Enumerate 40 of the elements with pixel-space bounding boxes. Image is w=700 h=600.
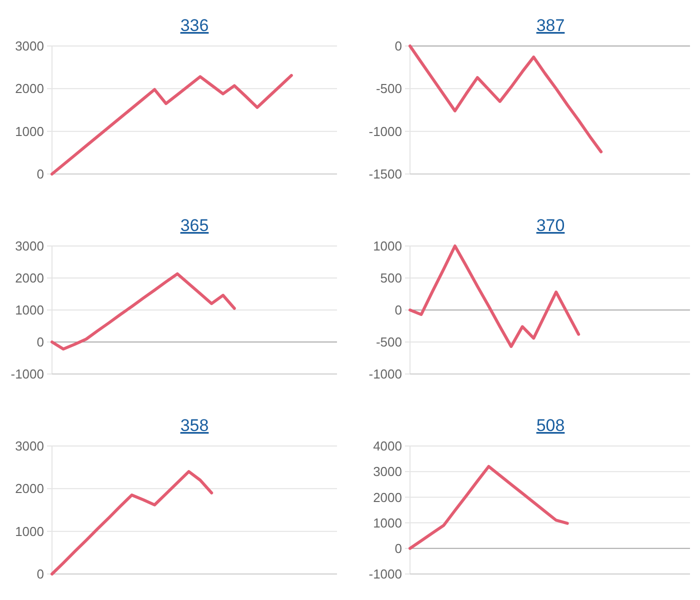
y-tick-label: 1000 — [373, 515, 402, 530]
chart-title: 370 — [536, 216, 565, 235]
chart-title: 358 — [180, 416, 209, 435]
line-series — [50, 74, 293, 176]
line-series — [50, 470, 214, 576]
y-tick-label: 3000 — [15, 38, 44, 54]
chart-title: 365 — [180, 216, 209, 235]
y-tick-label: 1000 — [15, 124, 44, 139]
y-tick-label: 3000 — [373, 464, 402, 480]
y-tick-label: 0 — [394, 540, 402, 556]
y-tick-label: 0 — [394, 302, 402, 318]
y-tick-label: -1500 — [368, 166, 402, 182]
line-series — [408, 464, 569, 550]
y-tick-label: 1000 — [15, 302, 44, 318]
y-tick-label: 3000 — [15, 238, 44, 254]
y-tick-label: 0 — [36, 166, 44, 182]
y-tick-label: 2000 — [15, 81, 44, 96]
chart-title: 336 — [180, 16, 209, 35]
line-series — [50, 272, 236, 351]
line-series — [408, 244, 580, 348]
y-tick-label: -500 — [376, 334, 402, 350]
y-tick-label: 3000 — [15, 438, 44, 454]
y-tick-label: 0 — [394, 38, 402, 54]
y-tick-label: -500 — [376, 81, 402, 96]
y-tick-label: 500 — [380, 270, 402, 286]
y-tick-label: -1000 — [368, 366, 402, 382]
y-tick-label: -1000 — [368, 124, 402, 139]
chart-title: 508 — [536, 416, 565, 435]
y-tick-label: 0 — [36, 566, 44, 582]
line-series — [408, 44, 603, 154]
y-tick-label: 0 — [36, 334, 44, 350]
y-tick-label: 1000 — [373, 238, 402, 254]
y-tick-label: 2000 — [373, 490, 402, 505]
chart-title: 387 — [536, 16, 565, 35]
y-tick-label: 1000 — [15, 524, 44, 539]
y-tick-label: 2000 — [15, 270, 44, 286]
y-tick-label: 2000 — [15, 481, 44, 496]
y-tick-label: 4000 — [373, 438, 402, 454]
y-tick-label: -1000 — [368, 566, 402, 582]
y-tick-label: -1000 — [10, 366, 44, 382]
